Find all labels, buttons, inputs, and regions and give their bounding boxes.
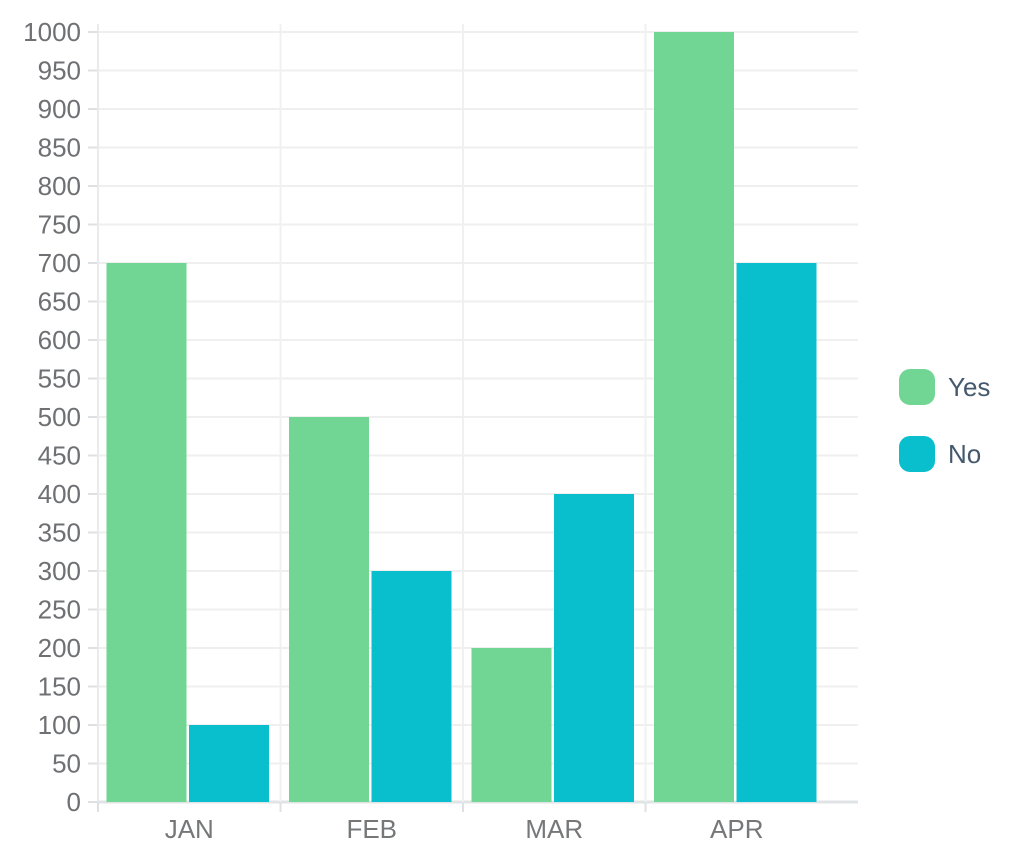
- bar-no-feb[interactable]: [371, 571, 452, 802]
- bar-no-mar[interactable]: [554, 494, 634, 802]
- x-axis-tick-label: APR: [710, 814, 763, 844]
- y-axis-tick-label: 900: [38, 94, 81, 124]
- bar-yes-mar[interactable]: [471, 648, 552, 802]
- y-axis-tick-label: 800: [38, 171, 81, 201]
- y-axis-tick-label: 200: [38, 633, 81, 663]
- y-axis-tick-label: 500: [38, 402, 81, 432]
- y-axis-tick-label: 700: [38, 248, 81, 278]
- legend-swatch-yes: [899, 369, 935, 405]
- y-axis-tick-label: 250: [38, 595, 81, 625]
- legend-label-no: No: [948, 439, 982, 469]
- legend-item-no[interactable]: No: [899, 436, 990, 472]
- legend-label-yes: Yes: [948, 372, 991, 402]
- y-axis-tick-label: 1000: [23, 17, 81, 47]
- bar-yes-feb[interactable]: [289, 417, 369, 802]
- y-axis-tick-label: 150: [38, 672, 81, 702]
- y-axis-tick-label: 350: [38, 518, 81, 548]
- y-axis-tick-label: 0: [67, 787, 81, 817]
- x-axis-tick-label: JAN: [165, 814, 214, 844]
- y-axis-tick-label: 950: [38, 56, 81, 86]
- y-axis-tick-label: 650: [38, 287, 81, 317]
- y-axis-tick-label: 400: [38, 479, 81, 509]
- y-axis-tick-label: 600: [38, 325, 81, 355]
- x-axis-tick-label: FEB: [346, 814, 397, 844]
- bar-no-jan[interactable]: [189, 725, 269, 802]
- y-axis-tick-label: 100: [38, 710, 81, 740]
- y-axis-tick-label: 750: [38, 210, 81, 240]
- y-axis-tick-label: 300: [38, 556, 81, 586]
- bar-no-apr[interactable]: [736, 263, 817, 802]
- y-axis-tick-label: 50: [52, 749, 81, 779]
- y-axis-tick-label: 850: [38, 133, 81, 163]
- legend-swatch-no: [899, 436, 935, 472]
- legend-item-yes[interactable]: Yes: [899, 369, 990, 405]
- chart-legend: Yes No: [899, 369, 990, 472]
- bar-yes-apr[interactable]: [654, 32, 734, 802]
- y-axis-tick-label: 450: [38, 441, 81, 471]
- x-axis-tick-label: MAR: [525, 814, 583, 844]
- y-axis-tick-label: 550: [38, 364, 81, 394]
- bar-yes-jan[interactable]: [106, 263, 187, 802]
